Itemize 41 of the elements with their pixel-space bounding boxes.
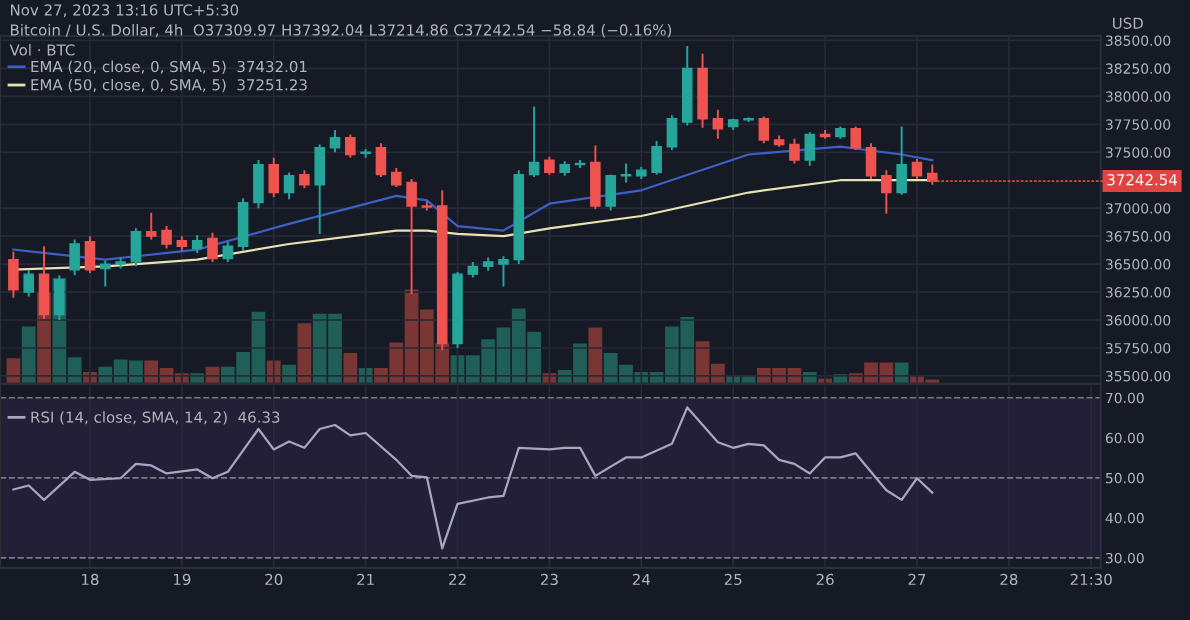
bar — [588, 327, 603, 384]
candlestick — [498, 255, 509, 288]
candlestick — [145, 211, 157, 241]
candlestick — [222, 240, 234, 263]
candlestick — [69, 238, 80, 277]
candlestick — [253, 159, 264, 210]
candlestick — [850, 125, 862, 152]
candlestick — [314, 143, 325, 235]
candlestick — [605, 173, 616, 212]
bar — [343, 353, 358, 384]
candlestick — [207, 231, 218, 263]
candlestick — [758, 115, 770, 145]
candlestick — [8, 250, 19, 299]
candlestick — [666, 114, 678, 152]
candlestick — [865, 142, 877, 181]
candlestick — [130, 227, 142, 268]
candlestick — [651, 140, 662, 176]
candlestick — [789, 137, 800, 165]
candlestick — [161, 225, 172, 250]
candlestick — [881, 169, 892, 215]
candlestick — [390, 166, 402, 188]
candlestick — [896, 125, 907, 196]
candlestick — [23, 268, 35, 298]
candlestick — [268, 156, 280, 198]
candlestick — [528, 105, 540, 178]
candlestick — [329, 128, 341, 154]
line-series — [12, 145, 934, 261]
candlestick — [926, 163, 938, 186]
bar — [21, 326, 36, 384]
candlestick — [345, 133, 356, 159]
candlestick — [804, 131, 816, 167]
candlestick — [84, 235, 96, 275]
candlestick — [99, 259, 111, 288]
bar — [297, 323, 312, 384]
candlestick — [712, 108, 724, 140]
candlestick — [283, 171, 295, 201]
candlestick — [590, 144, 601, 211]
line-series — [12, 406, 934, 550]
candlestick — [911, 158, 923, 181]
candlestick — [375, 142, 387, 178]
candlestick — [237, 197, 249, 252]
